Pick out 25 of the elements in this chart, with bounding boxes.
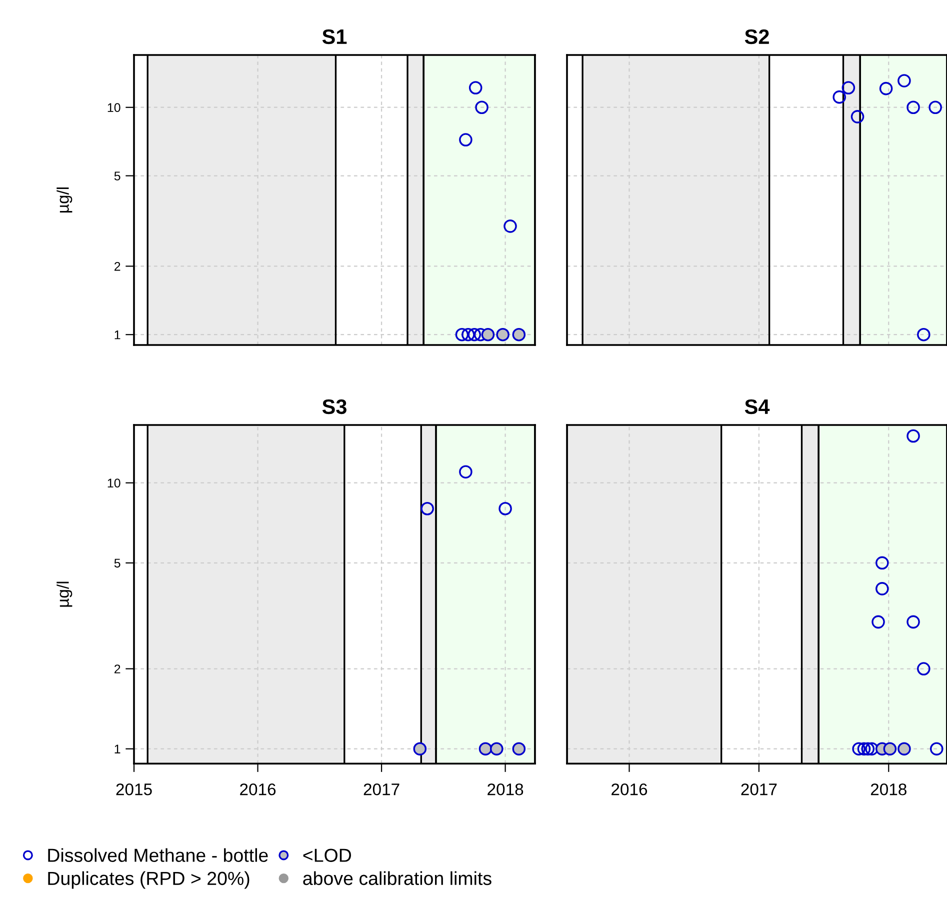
- x-tick-label: 2018: [870, 783, 906, 796]
- y-tick-label: 10: [108, 478, 120, 488]
- x-tick-label: 2017: [364, 783, 400, 796]
- legend-label: above calibration limits: [303, 871, 492, 886]
- x-tick-label: 2017: [741, 783, 777, 796]
- legend-label: Duplicates (RPD > 20%): [48, 871, 250, 889]
- y-tick-label: 10: [108, 103, 120, 112]
- x-tick-label: 2016: [240, 783, 276, 796]
- y-tick-label: 1: [114, 330, 120, 340]
- y-tick-label: 2: [114, 262, 120, 271]
- x-tick-label: 2018: [488, 783, 524, 796]
- chart-title: S4: [744, 399, 770, 414]
- y-tick-label: 1: [114, 744, 120, 754]
- chart-title: S3: [322, 399, 346, 414]
- x-tick-label: 2015: [116, 783, 152, 796]
- legend-label: Dissolved Methane - bottle: [48, 848, 268, 862]
- x-tick-label: 2016: [612, 783, 648, 796]
- y-axis-title: µg/l: [56, 188, 72, 212]
- y-axis-title: µg/l: [56, 582, 72, 607]
- legend-label: <LOD: [303, 848, 351, 862]
- y-tick-label: 5: [114, 172, 120, 180]
- y-tick-label: 2: [114, 664, 120, 674]
- chart-title: S2: [744, 29, 769, 44]
- y-tick-label: 5: [114, 558, 120, 568]
- chart-title: S1: [322, 29, 347, 44]
